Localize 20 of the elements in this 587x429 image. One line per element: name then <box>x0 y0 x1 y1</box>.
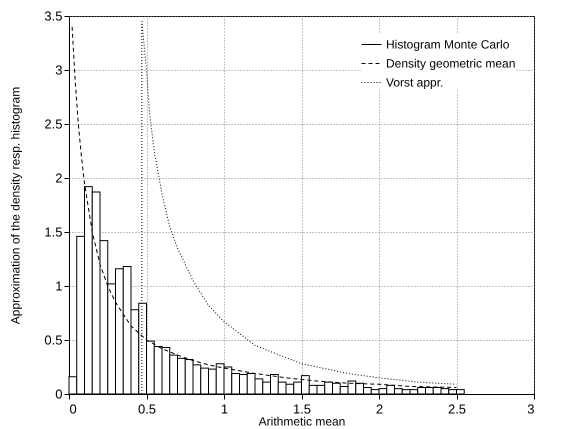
legend-label: Vorst appr. <box>386 76 444 90</box>
y-tick-label: 2 <box>55 170 62 186</box>
x-tick-label: 0 <box>70 402 77 416</box>
x-tick-label: 1 <box>220 402 228 416</box>
x-axis-title: Arithmetic mean <box>258 414 346 428</box>
y-tick-label: 3.5 <box>44 8 62 24</box>
y-tick-label: 2.5 <box>44 116 62 132</box>
x-tick-label: 2.5 <box>448 402 466 416</box>
y-tick-label: 0 <box>55 386 62 402</box>
legend-label: Histogram Monte Carlo <box>386 38 510 52</box>
y-axis-title: Approximation of the density resp. histogram <box>8 86 22 324</box>
x-tick-label: 3 <box>527 402 534 416</box>
y-tick-label: 1 <box>55 278 62 294</box>
y-tick-label: 1.5 <box>44 224 62 240</box>
x-tick-label: 2 <box>376 402 384 416</box>
x-tick-label: 0.5 <box>138 402 156 416</box>
legend-label: Density geometric mean <box>386 56 516 70</box>
y-tick-label: 0.5 <box>44 332 62 348</box>
y-tick-label: 3 <box>55 62 62 78</box>
x-tick-label: 1.5 <box>292 402 312 416</box>
